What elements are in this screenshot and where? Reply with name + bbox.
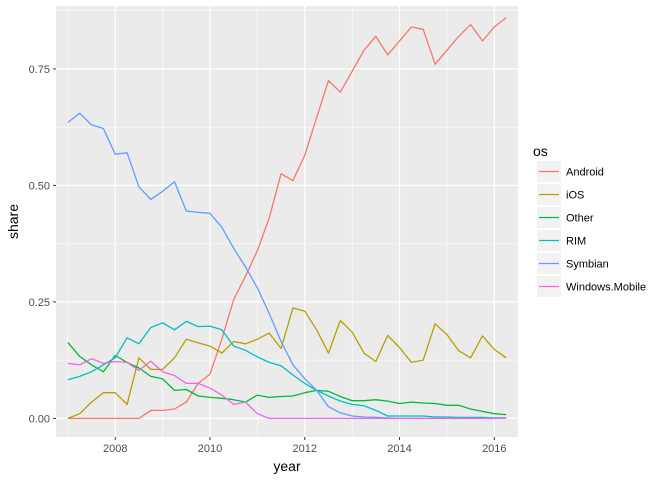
- x-axis: 2008 2010 2012 2014 2016: [103, 437, 507, 455]
- legend-label: RIM: [566, 236, 586, 248]
- legend-label: Other: [566, 213, 594, 225]
- series-line-windows-mobile: [67, 358, 507, 420]
- legend: os Android iOS Other RIM Symbian Windows.Mobi…: [533, 143, 646, 297]
- series-line-rim: [67, 320, 507, 419]
- y-axis-title: share: [5, 204, 21, 239]
- y-axis: 0.00 0.25 0.50 0.75: [29, 64, 56, 425]
- series-line-ios: [67, 307, 507, 420]
- series-line-android: [67, 17, 507, 420]
- x-tick-label: 2012: [293, 443, 317, 455]
- x-tick-label: 2016: [482, 443, 506, 455]
- y-tick-label: 0.50: [29, 180, 50, 192]
- legend-label: Windows.Mobile: [566, 282, 646, 294]
- x-tick-label: 2014: [387, 443, 411, 455]
- series-lines: [67, 17, 507, 420]
- panel-background: [56, 6, 518, 437]
- y-tick-label: 0.75: [29, 64, 50, 76]
- y-tick-label: 0.00: [29, 413, 50, 425]
- x-axis-title: year: [273, 458, 301, 474]
- y-tick-label: 0.25: [29, 297, 50, 309]
- major-gridlines: [56, 6, 518, 437]
- x-tick-label: 2010: [198, 443, 222, 455]
- legend-label: Android: [566, 167, 604, 179]
- legend-label: Symbian: [566, 259, 609, 271]
- minor-gridlines: [56, 6, 518, 437]
- legend-title: os: [533, 143, 548, 159]
- legend-label: iOS: [566, 190, 584, 202]
- x-tick-label: 2008: [103, 443, 127, 455]
